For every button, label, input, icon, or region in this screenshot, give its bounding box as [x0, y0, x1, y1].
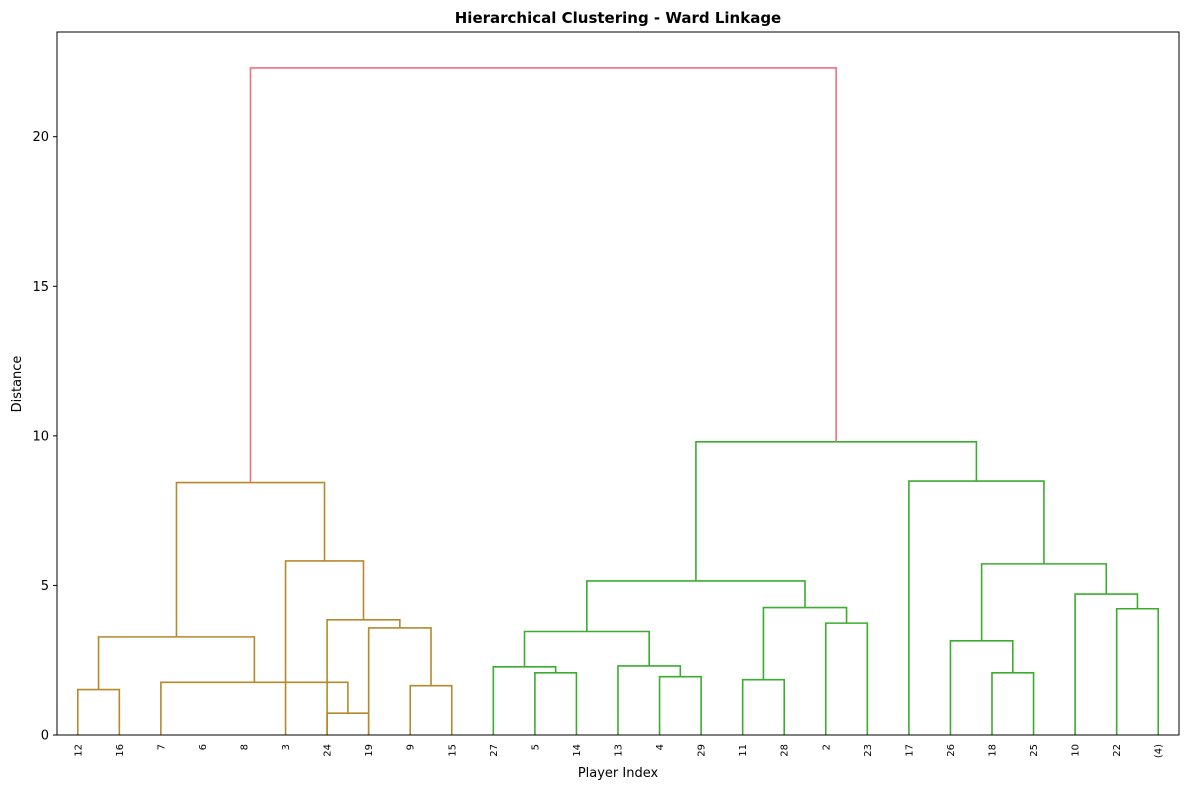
- dendrogram-link: [409, 684, 453, 735]
- dendrogram-link: [1115, 607, 1160, 735]
- x-tick-label: 14: [572, 744, 583, 757]
- dendrogram-link: [175, 481, 326, 637]
- x-tick-label: 5: [530, 744, 541, 750]
- dendrogram-link: [326, 712, 370, 735]
- x-tick-label: 18: [988, 744, 999, 757]
- y-tick-label: 5: [41, 579, 49, 594]
- x-tick-label: 16: [115, 744, 126, 757]
- dendrogram-link: [824, 622, 869, 735]
- x-tick-label: 19: [364, 744, 375, 757]
- dendrogram-link: [1074, 593, 1139, 735]
- x-tick-label: 13: [614, 744, 625, 757]
- x-tick-label: 25: [1029, 744, 1040, 757]
- x-tick-label: 26: [946, 744, 957, 757]
- x-tick-label: 10: [1071, 744, 1082, 757]
- dendrogram-link: [949, 639, 1014, 735]
- x-tick-label: 11: [738, 744, 749, 757]
- chart-title: Hierarchical Clustering - Ward Linkage: [455, 9, 781, 27]
- y-tick-label: 20: [32, 130, 49, 145]
- dendrogram-link: [695, 441, 978, 581]
- x-tick-label: 17: [904, 744, 915, 757]
- plot-frame: [56, 31, 1180, 736]
- x-tick-label: 15: [447, 744, 458, 757]
- dendrogram-link: [523, 630, 650, 667]
- x-tick-label: 24: [323, 744, 334, 757]
- x-tick-label: 7: [156, 744, 167, 750]
- dendrogram-link: [534, 671, 578, 735]
- x-tick-label: 8: [240, 744, 251, 750]
- y-tick-label: 10: [32, 429, 49, 444]
- dendrogram-link: [284, 560, 365, 735]
- x-axis: 12 16 7 6 8 3 24 19 9 15 27 5 14 13 4 29 11 28 2 23 17 26 18 25…: [73, 744, 1164, 758]
- dendrogram-link: [76, 688, 121, 735]
- x-tick-label: 22: [1112, 744, 1123, 757]
- dendrogram-link: [908, 480, 1045, 735]
- dendrogram-link: [617, 665, 682, 735]
- y-axis: 0 5 10 15 20: [32, 130, 57, 744]
- dendrogram-link: [249, 67, 837, 483]
- dendrogram-link: [367, 627, 432, 735]
- dendrogram-links: [76, 67, 1160, 735]
- x-tick-label: 27: [489, 744, 500, 757]
- x-tick-label: 9: [406, 744, 417, 750]
- x-tick-label: 3: [281, 744, 292, 750]
- dendrogram-link: [741, 678, 786, 735]
- dendrogram-link: [326, 619, 401, 735]
- y-axis-label: Distance: [10, 356, 25, 413]
- y-tick-label: 15: [32, 280, 49, 295]
- x-tick-label: 6: [198, 744, 209, 750]
- dendrogram-link: [658, 675, 702, 735]
- dendrogram-link: [980, 563, 1108, 641]
- x-tick-label: 29: [697, 744, 708, 757]
- x-tick-label: (4): [1154, 744, 1165, 758]
- dendrogram-link: [762, 606, 848, 680]
- y-tick-label: 0: [41, 729, 49, 744]
- dendrogram-link: [991, 671, 1035, 735]
- x-tick-label: 23: [863, 744, 874, 757]
- x-tick-label: 2: [821, 744, 832, 750]
- dendrogram-link: [160, 681, 349, 735]
- dendrogram-link: [586, 580, 806, 632]
- x-tick-label: 28: [780, 744, 791, 757]
- x-tick-label: 12: [73, 744, 84, 757]
- x-axis-label: Player Index: [578, 766, 659, 781]
- dendrogram-link: [492, 665, 557, 735]
- x-tick-label: 4: [655, 744, 666, 750]
